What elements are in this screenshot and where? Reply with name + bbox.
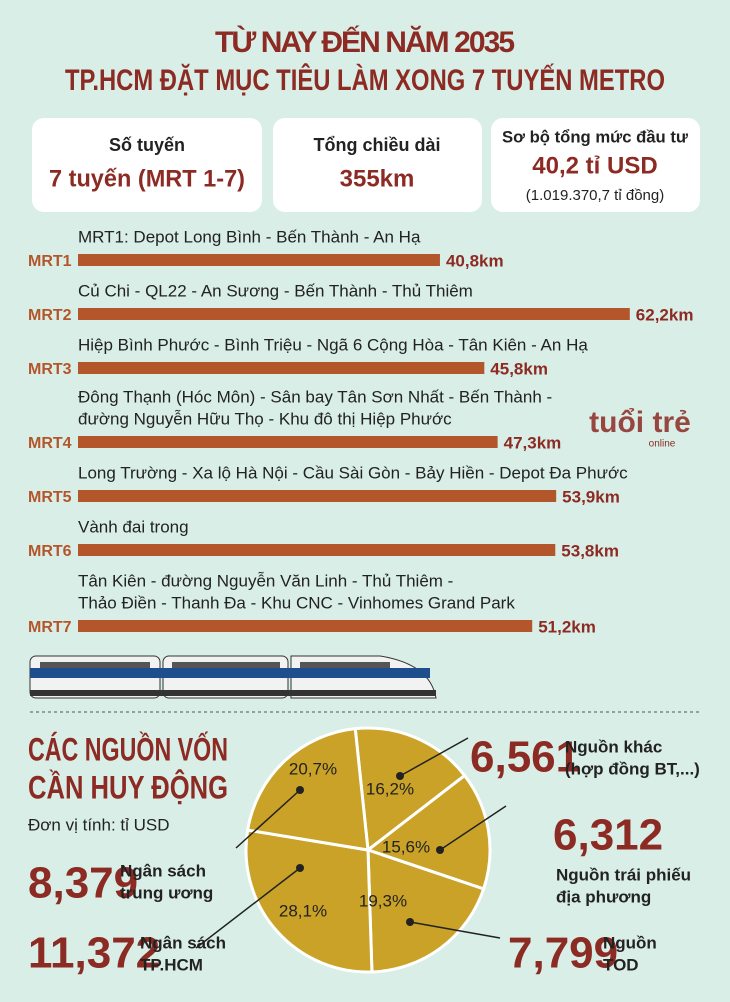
train (29, 655, 437, 699)
value-label: 40,8km (446, 251, 504, 270)
bar (78, 544, 556, 556)
category-label: MRT7 (28, 619, 72, 636)
leader-line (235, 789, 301, 849)
value-label: 45,8km (490, 359, 548, 378)
bar (78, 620, 533, 632)
source-label: địa phương (556, 887, 651, 906)
value-label: 62,2km (636, 305, 694, 324)
source-label: Nguồn trái phiếu (556, 865, 691, 884)
watermark-sub: online (649, 439, 676, 450)
route-label: Củ Chi - QL22 - An Sương - Bến Thành - T… (78, 281, 473, 300)
route-label: Thảo Điền - Thanh Đa - Khu CNC - Vinhome… (78, 593, 515, 612)
category-label: MRT6 (28, 543, 72, 560)
stat-label: Số tuyến (109, 135, 185, 155)
route-label: Đông Thạnh (Hóc Môn) - Sân bay Tân Sơn N… (78, 387, 552, 406)
bar (78, 254, 440, 266)
value-label: 53,9km (562, 487, 620, 506)
route-label: Vành đai trong (78, 517, 189, 536)
title-line: TỪ NAY ĐẾN NĂM 2035 (215, 25, 515, 59)
leader-line (439, 805, 507, 851)
amount-label: 11,372 (28, 929, 160, 978)
route-label: Long Trường - Xa lộ Hà Nội - Cầu Sài Gòn… (78, 463, 628, 482)
source-label: TOD (603, 955, 639, 974)
source-label: Ngân sách (140, 933, 226, 952)
bar (78, 436, 498, 448)
section-title: CÁC NGUỒN VỐN (28, 731, 228, 767)
route-label: Hiệp Bình Phước - Bình Triệu - Ngã 6 Cộn… (78, 335, 588, 354)
stat-box (273, 118, 482, 212)
route-label: Tân Kiên - đường Nguyễn Văn Linh - Thủ T… (78, 571, 453, 590)
route-label: đường Nguyễn Hữu Thọ - Khu đô thị Hiệp P… (78, 409, 452, 428)
source-label: TP.HCM (140, 955, 203, 974)
pie-slice (244, 828, 374, 974)
leader-dot (396, 772, 404, 780)
percent-label: 19,3% (359, 891, 407, 910)
leader-line (399, 737, 469, 777)
category-label: MRT1 (28, 253, 72, 270)
amount-label: 6,561 (470, 733, 580, 782)
leader-line (409, 921, 501, 939)
percent-label: 15,6% (382, 837, 430, 856)
pie-slice (245, 727, 370, 852)
leader-dot (296, 864, 304, 872)
route-label: MRT1: Depot Long Bình - Bến Thành - An H… (78, 227, 421, 246)
percent-label: 28,1% (279, 901, 327, 920)
pie-slice (364, 773, 492, 891)
category-label: MRT5 (28, 489, 72, 506)
bar (78, 362, 485, 374)
percent-label: 20,7% (289, 759, 337, 778)
stat-value: 355km (340, 165, 415, 192)
category-label: MRT4 (28, 435, 72, 452)
amount-label: 6,312 (553, 811, 663, 860)
source-label: Nguồn khác (565, 737, 662, 756)
value-label: 53,8km (561, 541, 619, 560)
leader-dot (436, 846, 444, 854)
stat-value: 7 tuyến (MRT 1-7) (49, 165, 245, 192)
percent-label: 16,2% (366, 779, 414, 798)
bar (78, 490, 557, 502)
stat-value: 40,2 tỉ USD (532, 152, 657, 179)
stat-box (491, 118, 700, 212)
amount-label: 8,379 (28, 859, 138, 908)
source-label: trung ương (120, 883, 213, 902)
category-label: MRT2 (28, 307, 72, 324)
watermark: tuổi trẻ (589, 406, 691, 439)
source-label: Ngân sách (120, 861, 206, 880)
source-label: Nguồn (603, 933, 657, 952)
value-label: 47,3km (504, 433, 562, 452)
unit-note: Đơn vị tính: tỉ USD (28, 815, 170, 834)
leader-line (195, 867, 301, 949)
pie-slice (353, 726, 467, 853)
category-label: MRT3 (28, 361, 72, 378)
stat-label: Tổng chiều dài (313, 135, 440, 155)
stat-label: Sơ bộ tổng mức đầu tư (502, 127, 689, 146)
source-label: (hợp đồng BT,...) (565, 759, 700, 778)
leader-dot (296, 786, 304, 794)
section-title: CẦN HUY ĐỘNG (28, 769, 228, 805)
stat-boxes: Số tuyến 7 tuyến (MRT 1-7) Tổng chiều dà… (32, 118, 700, 212)
stat-box (32, 118, 262, 212)
value-label: 51,2km (538, 617, 596, 636)
title-line: TP.HCM ĐẶT MỤC TIÊU LÀM XONG 7 TUYẾN MET… (65, 63, 665, 97)
amount-label: 7,799 (508, 929, 618, 978)
stat-note: (1.019.370,7 tỉ đồng) (526, 187, 664, 204)
pie-slice (366, 847, 486, 974)
leader-dot (406, 918, 414, 926)
bar (78, 308, 630, 320)
